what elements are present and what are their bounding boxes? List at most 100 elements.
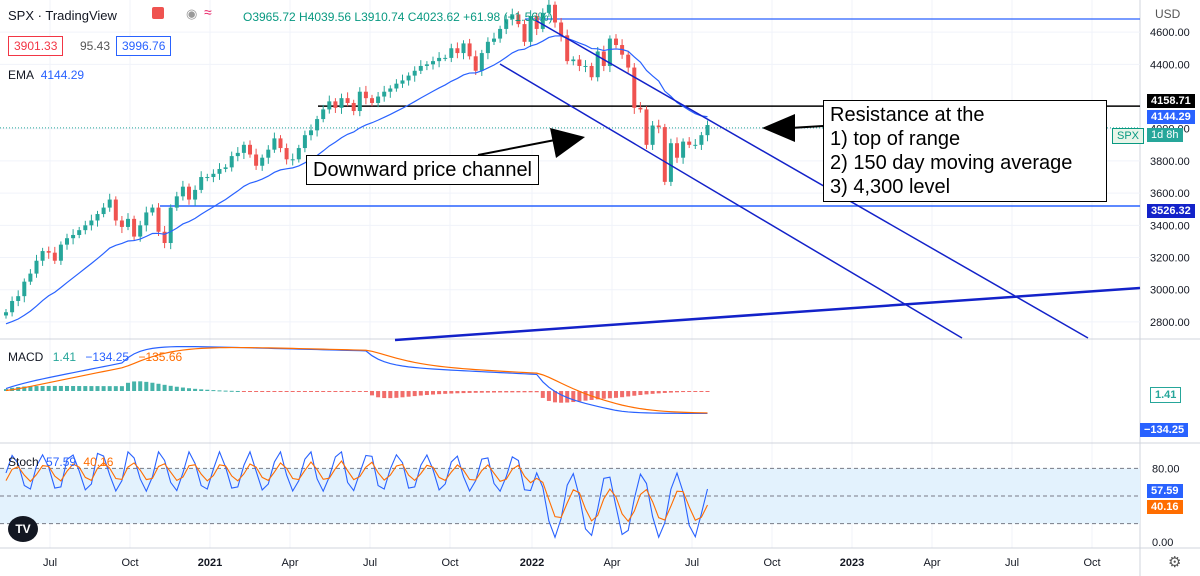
macd-histogram-bar (632, 391, 637, 396)
ask-price[interactable]: 3996.76 (116, 36, 172, 56)
candle-body (205, 177, 210, 179)
macd-histogram-bar (138, 381, 143, 391)
macd-histogram-bar (693, 391, 698, 392)
macd-histogram-bar (668, 391, 673, 393)
support-price-badge: 3526.32 (1147, 204, 1195, 218)
bid-price[interactable]: 3901.33 (8, 36, 64, 56)
candle-body (662, 127, 667, 182)
macd-histogram-bar (620, 391, 625, 398)
macd-histogram-bar (687, 391, 692, 392)
candle-body (52, 252, 57, 261)
macd-histogram-bar (235, 390, 240, 392)
macd-histogram-bar (675, 391, 679, 393)
macd-histogram-bar (449, 391, 454, 394)
tradingview-logo-icon[interactable]: TV (8, 516, 38, 542)
macd-histogram-bar (546, 391, 551, 401)
macd-histogram-bar (315, 391, 320, 392)
macd-histogram-bar (553, 391, 557, 403)
candle-body (437, 57, 442, 62)
candle-body (71, 234, 76, 239)
flag-icon[interactable] (152, 7, 164, 19)
macd-histogram-bar (681, 391, 686, 393)
macd-histogram-bar (382, 391, 387, 399)
candle-body (443, 57, 448, 59)
macd-histogram-bar (656, 391, 661, 394)
stoch-k-line (5, 450, 709, 540)
candle-body (113, 199, 118, 221)
settings-gear-icon[interactable]: ⚙ (1168, 554, 1182, 571)
candle-body (382, 91, 387, 97)
candle-body (577, 59, 582, 66)
candle-body (705, 125, 710, 136)
ema-line (5, 35, 708, 325)
macd-histogram-bar (406, 391, 411, 397)
time-tick-label: Oct (121, 557, 138, 569)
candle-body (40, 251, 45, 261)
candle-body (309, 130, 313, 136)
time-tick-label: Jul (43, 557, 57, 569)
macd-histogram-bar (339, 391, 344, 392)
candle-body (455, 48, 460, 54)
candle-body (431, 61, 435, 65)
candle-body (144, 212, 149, 226)
macd-histogram-bar (65, 385, 69, 391)
candles (4, 0, 710, 319)
macd-histogram-bar (321, 391, 326, 392)
candle-body (284, 148, 289, 160)
macd-histogram-bar (126, 382, 130, 391)
candle-body (180, 186, 185, 197)
candle-body (644, 109, 649, 145)
price-tick-label: 3600.00 (1150, 188, 1190, 200)
macd-legend[interactable]: MACD 1.41 −134.25 −135.66 (8, 350, 182, 364)
candle-body (272, 138, 277, 150)
macd-histogram-bar (296, 391, 301, 392)
candle-body (699, 135, 704, 145)
candle-body (668, 143, 673, 182)
macd-histogram-bar (626, 391, 631, 397)
resistance-arrow-head (762, 114, 795, 142)
candle-body (302, 135, 307, 149)
time-tick-label: Jul (363, 557, 377, 569)
candle-body (595, 51, 600, 78)
time-tick-label: Oct (1083, 557, 1100, 569)
wave-icon[interactable]: ≈ (204, 4, 212, 20)
macd-histogram-bar (357, 391, 362, 392)
candle-body (638, 107, 643, 110)
candle-body (46, 251, 51, 253)
price-tick-label: 2800.00 (1150, 317, 1190, 329)
ema-legend[interactable]: EMA 4144.29 (8, 68, 84, 82)
candle-body (174, 196, 179, 208)
resistance-line-1: Resistance at the (830, 104, 985, 126)
symbol-title[interactable]: SPX · TradingView (8, 8, 117, 23)
macd-histogram-bar (241, 391, 246, 392)
candle-body (376, 96, 381, 103)
candle-body (260, 157, 265, 166)
macd-label: MACD (8, 350, 44, 364)
candle-body (540, 12, 545, 29)
stoch-d-line (5, 460, 708, 523)
channel-annotation: Downward price channel (306, 155, 540, 185)
candle-body (156, 207, 161, 232)
spx-tag: SPX (1112, 128, 1145, 144)
macd-histogram-bar (638, 391, 643, 396)
macd-histogram-bar (290, 391, 295, 392)
macd-histogram-bar (394, 391, 399, 398)
candle-body (77, 230, 82, 235)
candle-body (498, 28, 503, 39)
currency-label[interactable]: USD (1155, 7, 1181, 21)
eye-icon[interactable]: ◉ (186, 6, 198, 21)
candle-body (418, 65, 423, 71)
stoch-legend[interactable]: Stoch 57.59 40.16 (8, 455, 113, 469)
candle-body (626, 54, 631, 68)
price-tick-label: 3200.00 (1150, 253, 1190, 265)
candle-body (522, 24, 527, 42)
candle-body (16, 296, 21, 301)
candle-body (388, 88, 393, 92)
macd-histogram-bar (601, 391, 606, 399)
macd-histogram-bar (28, 386, 33, 391)
candle-body (571, 59, 576, 62)
candle-body (4, 312, 8, 316)
macd-histogram-bar (583, 391, 588, 401)
macd-histogram-bar (22, 386, 27, 391)
